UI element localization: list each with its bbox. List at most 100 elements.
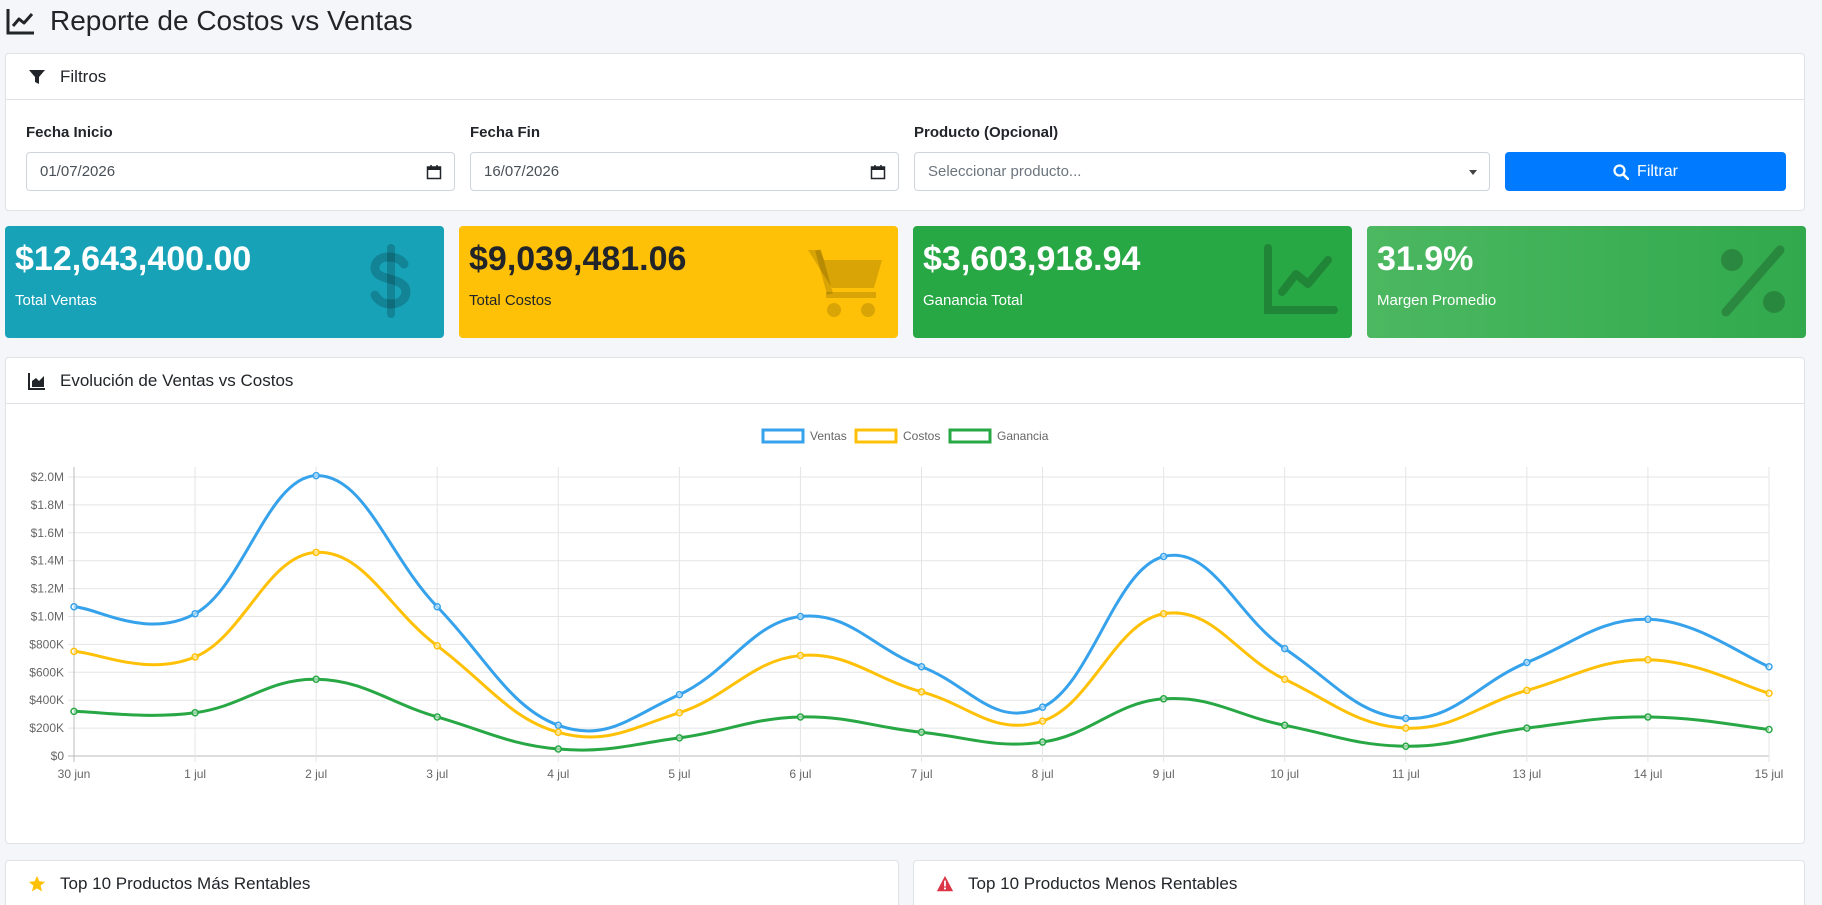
y-tick-label: $600K <box>29 665 64 679</box>
data-point <box>1402 714 1410 723</box>
data-point <box>312 471 320 480</box>
data-point <box>796 713 805 721</box>
data-point <box>1159 695 1168 703</box>
legend-swatch <box>948 428 992 444</box>
top-products-header: Top 10 Productos Más Rentables <box>6 861 898 905</box>
data-point <box>1280 721 1289 730</box>
data-point <box>554 728 563 737</box>
end-date-input[interactable]: 16/07/2026 <box>470 152 899 191</box>
data-point <box>1644 713 1652 721</box>
data-point <box>1159 609 1168 618</box>
chart-header: Evolución de Ventas vs Costos <box>6 358 1804 404</box>
y-tick-label: $400K <box>29 693 64 707</box>
filters-title: Filtros <box>60 66 107 86</box>
stat-margen-promedio: 31.9% Margen Promedio <box>1367 226 1806 338</box>
data-point <box>191 653 199 661</box>
data-point <box>675 709 684 717</box>
data-point <box>191 609 199 618</box>
stat-value: $3,603,918.94 <box>923 240 1141 278</box>
dollar-icon <box>370 244 411 318</box>
legend-label: Ganancia <box>997 429 1049 443</box>
data-point <box>70 707 78 716</box>
stat-label: Total Costos <box>469 292 552 309</box>
x-tick-label: 2 jul <box>305 767 327 781</box>
data-point <box>1765 662 1773 671</box>
stat-total-ventas: $12,643,400.00 Total Ventas <box>5 226 444 338</box>
data-point <box>1159 552 1168 561</box>
x-tick-label: 1 jul <box>184 767 206 781</box>
filter-button-label: Filtrar <box>1637 162 1678 180</box>
start-date-value: 01/07/2026 <box>40 163 116 180</box>
data-point <box>1280 644 1289 653</box>
page-header: Reporte de Costos vs Ventas <box>6 4 413 38</box>
data-point <box>433 713 441 721</box>
y-tick-label: $1.6M <box>31 526 64 540</box>
data-point <box>554 721 563 730</box>
stat-value: 31.9% <box>1377 240 1474 278</box>
data-point <box>1038 717 1047 725</box>
y-tick-label: $1.4M <box>31 554 64 568</box>
data-point <box>1402 742 1410 750</box>
chevron-down-icon[interactable] <box>1469 170 1477 175</box>
y-tick-label: $1.2M <box>31 582 64 596</box>
end-date-label: Fecha Fin <box>470 124 541 141</box>
x-tick-label: 6 jul <box>789 767 811 781</box>
data-point <box>1280 675 1289 684</box>
calendar-icon[interactable] <box>426 164 442 180</box>
data-point <box>675 690 684 699</box>
y-tick-label: $200K <box>29 721 64 735</box>
x-tick-label: 15 jul <box>1755 767 1784 781</box>
data-point <box>917 688 926 696</box>
data-point <box>312 675 320 684</box>
stat-label: Ganancia Total <box>923 292 1023 309</box>
chart-line-icon <box>1264 244 1338 314</box>
filter-button[interactable]: Filtrar <box>1505 152 1786 191</box>
legend-swatch <box>761 428 805 444</box>
y-tick-label: $0 <box>51 749 65 763</box>
percent-icon <box>1721 245 1785 317</box>
data-point <box>1402 724 1410 732</box>
start-date-label: Fecha Inicio <box>26 124 113 141</box>
data-point <box>70 647 78 656</box>
data-point <box>1038 738 1047 746</box>
data-point <box>796 612 805 621</box>
data-point <box>1644 655 1652 664</box>
bottom-products-title: Top 10 Productos Menos Rentables <box>968 874 1238 893</box>
data-point <box>1765 689 1773 697</box>
data-point <box>191 709 199 717</box>
stat-label: Total Ventas <box>15 292 97 309</box>
data-point <box>433 642 441 650</box>
y-tick-label: $1.8M <box>31 498 64 512</box>
y-tick-label: $2.0M <box>31 470 64 484</box>
data-point <box>1038 703 1047 711</box>
x-tick-label: 7 jul <box>910 767 932 781</box>
data-point <box>917 662 926 671</box>
data-point <box>554 745 563 753</box>
stat-total-costos: $9,039,481.06 Total Costos <box>459 226 898 338</box>
data-point <box>1765 725 1773 734</box>
x-tick-label: 11 jul <box>1392 767 1420 781</box>
filters-card: Filtros Fecha Inicio 01/07/2026 Fecha Fi… <box>5 53 1805 211</box>
product-placeholder: Seleccionar producto... <box>928 163 1082 180</box>
warning-icon <box>936 875 954 892</box>
data-point <box>675 734 684 742</box>
stat-label: Margen Promedio <box>1377 292 1497 309</box>
x-tick-label: 10 jul <box>1270 767 1299 781</box>
y-tick-label: $1.0M <box>31 610 64 624</box>
data-point <box>917 728 926 737</box>
star-icon <box>28 875 46 892</box>
x-tick-label: 8 jul <box>1032 767 1054 781</box>
start-date-input[interactable]: 01/07/2026 <box>26 152 455 191</box>
chart-area-icon <box>28 372 45 390</box>
data-point <box>796 651 805 660</box>
x-tick-label: 14 jul <box>1634 767 1663 781</box>
calendar-icon[interactable] <box>870 164 886 180</box>
end-date-value: 16/07/2026 <box>484 163 560 180</box>
filters-header: Filtros <box>6 54 1804 100</box>
top-products-card: Top 10 Productos Más Rentables <box>5 860 899 905</box>
chart-title: Evolución de Ventas vs Costos <box>60 370 294 390</box>
data-point <box>1523 724 1531 732</box>
product-select[interactable]: Seleccionar producto... <box>914 152 1490 191</box>
line-chart: $0 $200K $400K $600K $800K $1.0M $1.2M $1.4M $1.… <box>29 428 1784 781</box>
x-tick-label: 9 jul <box>1153 767 1175 781</box>
